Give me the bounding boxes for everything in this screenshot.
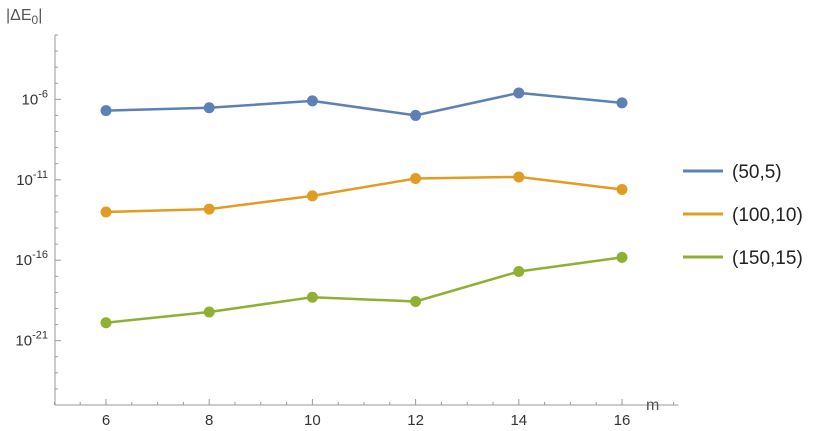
x-axis-title: m — [646, 397, 659, 414]
data-point — [616, 183, 628, 195]
data-point — [203, 306, 215, 318]
y-tick-label: 10-21 — [15, 330, 48, 350]
data-point — [100, 317, 112, 329]
x-tick-label: 6 — [102, 412, 110, 429]
y-axis-title: |ΔE0| — [6, 7, 42, 27]
series-2 — [100, 251, 628, 329]
data-point — [203, 102, 215, 114]
x-tick-label: 12 — [407, 412, 424, 429]
legend: (50,5) (100,10) (150,15) — [683, 162, 803, 269]
y-tick-label: 10-11 — [16, 169, 48, 189]
data-point — [513, 265, 525, 277]
series-0 — [100, 87, 628, 121]
data-point — [616, 97, 628, 109]
axes: 6 8 10 12 14 16 10-6 10-11 10-16 10-21 |ΔE0| m — [6, 7, 679, 429]
series-1 — [100, 171, 628, 218]
x-tick-label: 10 — [304, 412, 321, 429]
data-point — [410, 296, 422, 308]
series-line — [105, 91, 623, 117]
data-point — [616, 251, 628, 263]
y-tick-label: 10-16 — [15, 249, 48, 269]
x-tick-label: 8 — [205, 412, 213, 429]
x-tick-label: 16 — [614, 412, 631, 429]
series-line — [105, 175, 623, 214]
data-point — [513, 87, 525, 99]
data-point — [306, 190, 318, 202]
series-line — [105, 256, 623, 324]
legend-label: (100,10) — [732, 205, 803, 226]
data-point — [410, 173, 422, 185]
data-point — [100, 105, 112, 117]
data-point — [203, 203, 215, 215]
data-point — [410, 109, 422, 121]
legend-item: (150,15) — [683, 248, 803, 269]
data-point — [100, 206, 112, 218]
series-layer — [100, 87, 628, 329]
legend-label: (50,5) — [732, 162, 782, 183]
data-point — [306, 291, 318, 303]
data-point — [306, 95, 318, 107]
y-tick-label: 10-6 — [22, 88, 48, 108]
legend-item: (50,5) — [683, 162, 782, 183]
data-point — [513, 171, 525, 183]
x-tick-label: 14 — [510, 412, 527, 429]
legend-label: (150,15) — [732, 248, 803, 269]
legend-item: (100,10) — [683, 205, 803, 226]
